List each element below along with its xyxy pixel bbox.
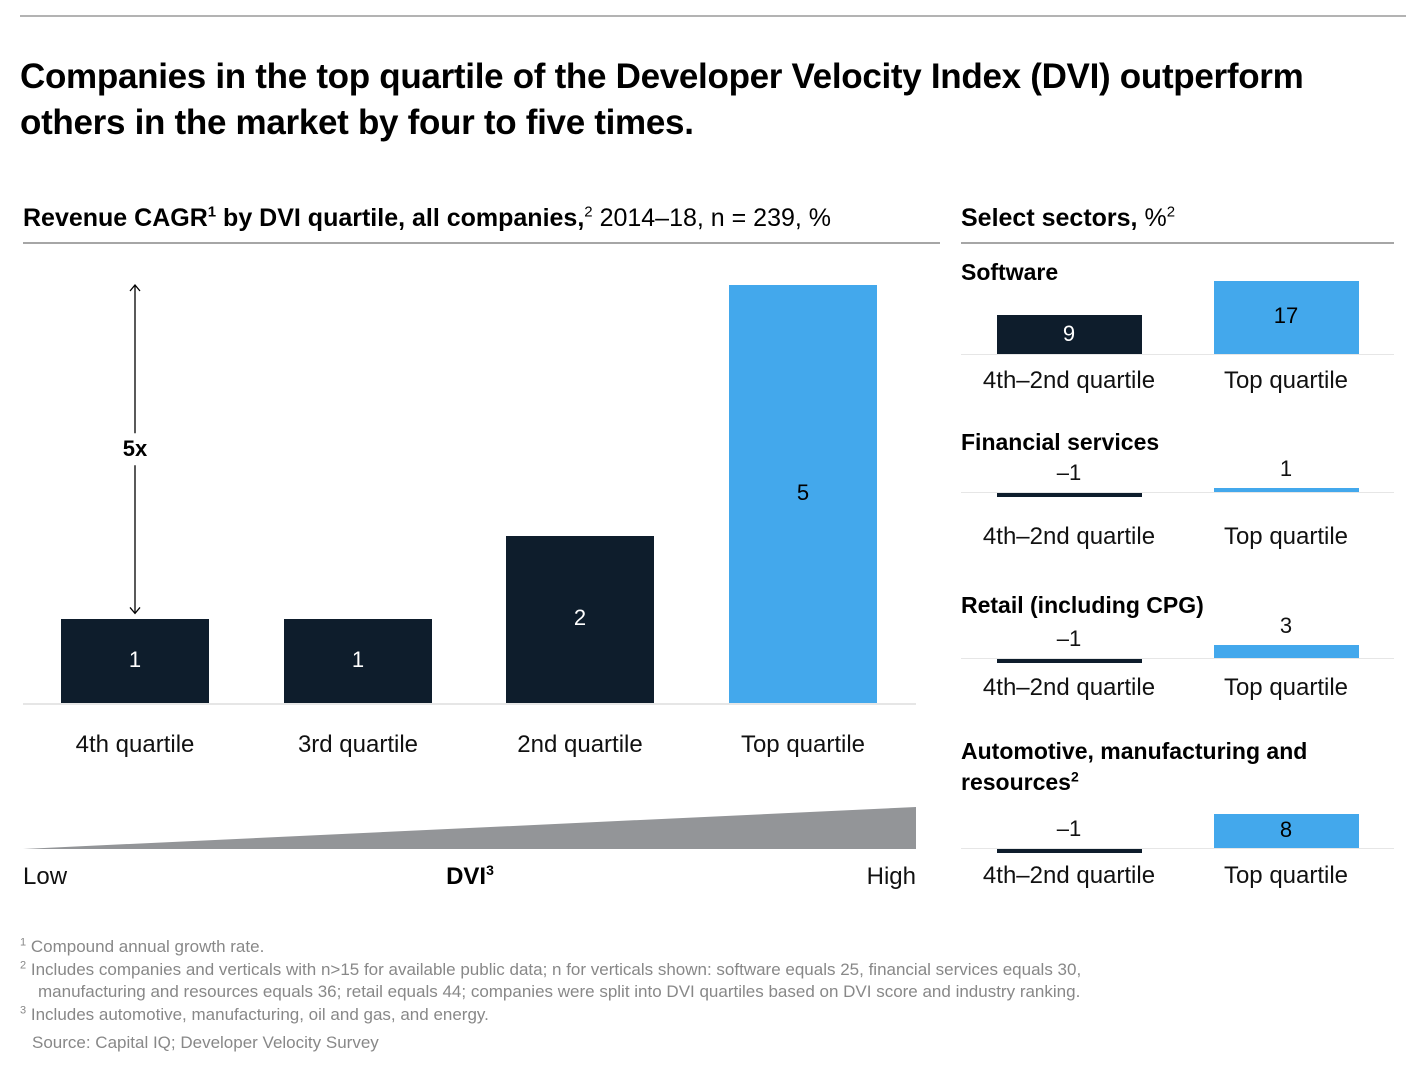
sector-bar-value-label: –1 [1056,816,1082,841]
sectors-subtitle: Select sectors, %2 [961,203,1175,233]
bar-value-label: 1 [128,647,142,673]
footnote-ref-1: 1 [207,203,217,221]
sector-x-tick-label: 4th–2nd quartile [982,862,1156,889]
sector-bar-value-label: –1 [1056,626,1082,651]
footnote-2-marker: 2 [20,959,27,972]
sector-name: Automotive, manufacturing and resources [961,738,1308,795]
sector-baseline [961,658,1394,659]
sector-title: Financial services [961,427,1381,458]
bar-top-quartile [729,285,877,703]
arrow-up-icon [129,283,141,292]
sector-bar-value-label: –1 [1056,460,1082,485]
dvi-wedge-shape [23,807,916,849]
sector-x-tick-label: Top quartile [1223,862,1349,889]
dvi-axis-title: DVI3 [420,863,520,891]
dvi-axis-label: DVI [446,863,487,890]
sector-bar-value-label: 3 [1279,613,1293,639]
sector-x-tick-label: 4th–2nd quartile [982,367,1156,394]
sector-bar-value-label: 9 [1062,320,1076,346]
sector-bar-value-label: 17 [1273,303,1299,329]
sectors-subtitle-bold: Select sectors, [961,204,1138,232]
footnote-ref-2: 2 [584,203,593,221]
sector-bar-4th-2nd-quartile [996,849,1142,854]
footnote-2-cont: manufacturing and resources equals 36; r… [38,982,1081,1001]
sector-title: Software [961,257,1381,288]
sector-panels: Software 9 4th–2nd quartile 17 Top quartile F… [961,257,1394,889]
x-tick-label: 2nd quartile [517,731,643,758]
sector-x-tick-label: Top quartile [1223,674,1349,701]
footnote-3-text: Includes automotive, manufacturing, oil … [30,1005,489,1024]
footnote-ref-2b: 2 [1166,203,1176,221]
footnote-2-text: Includes companies and verticals with n>… [30,960,1082,979]
source-line: Source: Capital IQ; Developer Velocity S… [32,1033,379,1052]
sector-footnote-ref: 2 [1070,768,1079,785]
footnote-ref-3: 3 [486,862,494,878]
main-subtitle-bold: Revenue CAGR [23,204,208,232]
footnote-3: 3 Includes automotive, manufacturing, oi… [20,1004,489,1026]
main-subtitle-rule [23,242,940,244]
sector-x-tick-label: 4th–2nd quartile [982,674,1156,701]
multiplier-label: 5x [105,436,165,463]
x-tick-label: 3rd quartile [297,731,419,758]
sector-bar-top-quartile [1213,487,1359,492]
sector-bar-top-quartile [1213,645,1359,658]
bar-4th-quartile [61,619,209,703]
sector-bar-value-label: 8 [1279,816,1293,842]
sector-bar-top-quartile [1213,813,1359,848]
bar-3rd-quartile [284,619,432,703]
sector-bar-4th-2nd-quartile [996,493,1142,498]
footnote-1: 1 Compound annual growth rate. [20,936,264,958]
sector-x-tick-label: 4th–2nd quartile [982,523,1156,550]
sectors-subtitle-rule [961,242,1394,244]
footnote-3-marker: 3 [20,1004,27,1017]
sector-title: Automotive, manufacturing and resources2 [961,736,1361,798]
bar-2nd-quartile [506,535,654,703]
main-baseline [23,703,916,705]
sector-baseline [961,492,1394,493]
top-rule [20,15,1406,17]
sectors-subtitle-regular: % [1137,204,1167,232]
x-tick-label: 4th quartile [75,731,195,758]
bar-value-label: 5 [796,480,810,505]
footnote-1-marker: 1 [20,936,27,949]
footnote-2: 2 Includes companies and verticals with … [20,959,1081,981]
x-tick-label: Top quartile [740,731,866,758]
main-subtitle-bold2: by DVI quartile, all companies, [216,204,585,232]
dvi-low-label: Low [23,863,68,890]
footnote-1-text: Compound annual growth rate. [30,937,265,956]
dvi-high-label: High [866,863,916,890]
sector-bar-value-label: 1 [1279,455,1293,481]
main-bar-chart: 1 4th quartile 1 3rd quartile 2 2nd quartile 5… [23,285,916,758]
sector-baseline [961,848,1394,849]
sector-bar-4th-2nd-quartile [996,659,1142,664]
main-chart-subtitle: Revenue CAGR1 by DVI quartile, all compa… [23,203,831,233]
sector-bar-top-quartile [1213,280,1359,354]
sector-x-tick-label: Top quartile [1223,523,1349,550]
sector-baseline [961,354,1394,355]
dvi-scale-wedge [23,807,916,849]
sector-name: Retail (including CPG) [961,592,1204,618]
chart-title: Companies in the top quartile of the Dev… [20,57,1304,142]
sector-name: Financial services [961,429,1160,455]
arrow-down-icon [129,606,141,615]
sector-title: Retail (including CPG) [961,590,1381,621]
sector-bar-4th-2nd-quartile [996,315,1142,354]
main-subtitle-regular: 2014–18, n = 239, % [592,204,832,232]
bar-value-label: 2 [573,605,587,631]
arrow-annotation [129,283,141,615]
bar-value-label: 1 [351,647,365,673]
sector-x-tick-label: Top quartile [1223,367,1349,394]
sector-name: Software [961,259,1059,285]
